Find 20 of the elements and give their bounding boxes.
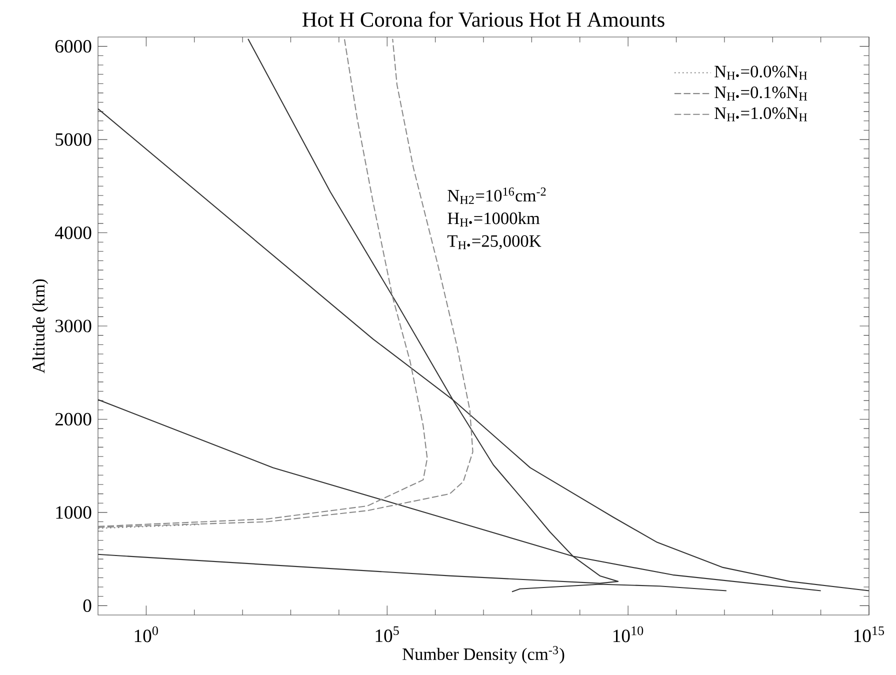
- y-tick-label: 6000: [55, 40, 92, 53]
- y-tick-label: 3000: [56, 320, 92, 332]
- y-axis-title: Altitude (km): [32, 279, 48, 374]
- x-tick-label: 10$^{10}$: [613, 626, 644, 642]
- x-tick-label: 10$^{0}$: [134, 626, 158, 642]
- y-tick-label: 2000: [55, 412, 92, 426]
- x-axis-title: Number Density (cm$^{-3}$): [402, 646, 564, 664]
- x-tick-label: 10$^{15}$: [854, 626, 884, 642]
- y-tick-label: 5000: [56, 133, 92, 146]
- legend-label: N$_{H•}$=1.0%N$_{H}$: [714, 107, 808, 122]
- annotation: H$_{H•}$=1000km: [448, 212, 540, 226]
- chart-title: Hot H Corona for Various Hot H Amounts: [302, 12, 664, 27]
- legend-label: N$_{H•}$=0.1%N$_{H}$: [714, 86, 808, 100]
- annotation: T$_{H•}$=25,000K: [447, 235, 542, 250]
- y-tick-label: 0: [83, 599, 92, 612]
- annotation: N$_{H2}$=10$^{16}$cm$^{-2}$: [448, 188, 546, 204]
- x-tick-label: 10$^{5}$: [376, 626, 399, 642]
- y-tick-label: 1000: [56, 506, 92, 519]
- y-tick-label: 4000: [54, 226, 92, 240]
- legend-label: N$_{H•}$=0.0%N$_{H}$: [714, 66, 808, 80]
